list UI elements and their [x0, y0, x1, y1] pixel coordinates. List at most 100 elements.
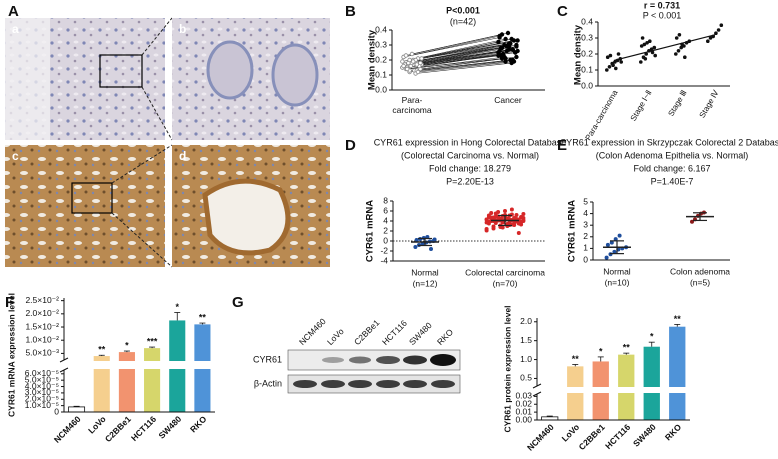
- data-point: [484, 227, 489, 231]
- data-point: [643, 57, 648, 61]
- y-tick-label: 5: [583, 196, 588, 206]
- y-tick-label: 0: [383, 235, 388, 245]
- panel-label: A: [8, 3, 19, 20]
- data-point: [497, 48, 502, 54]
- data-point: [516, 231, 521, 235]
- data-point: [644, 52, 648, 56]
- y-tick-label: 2: [383, 225, 388, 235]
- pair-line: [414, 43, 511, 62]
- data-point: [676, 49, 681, 53]
- y-tick-label: 0.03: [515, 391, 532, 401]
- blot-row-label: β-Actin: [254, 378, 282, 388]
- bar: [93, 356, 110, 412]
- data-point: [415, 69, 421, 75]
- image-sublabel: a: [12, 22, 19, 36]
- image-sublabel: b: [179, 22, 186, 36]
- data-point: [496, 53, 501, 58]
- y-axis-label: CYR61 mRNA: [567, 200, 578, 262]
- x-tick-label: C2BBe1: [577, 422, 607, 452]
- data-point: [513, 50, 518, 55]
- data-point: [505, 30, 511, 36]
- data-point: [645, 41, 649, 45]
- y-tick-label: 1.5: [520, 335, 532, 345]
- panel-label: G: [232, 294, 244, 311]
- blot-strip: [287, 349, 461, 371]
- band: [376, 380, 400, 388]
- data-point: [414, 62, 419, 67]
- data-point: [679, 45, 683, 50]
- data-point: [418, 60, 423, 66]
- y-tick-label: 5.0×10⁻³: [25, 348, 59, 358]
- annotation: P=2.20E-13: [446, 176, 494, 186]
- x-tick-label: Colon adenoma: [670, 266, 730, 276]
- zoom-box: [71, 182, 113, 214]
- y-tick-label: 0.3: [375, 39, 387, 49]
- x-tick-label: NCM460: [525, 422, 556, 453]
- data-point: [510, 47, 515, 52]
- chart-title: P<0.001: [446, 5, 480, 15]
- x-tick-label: Normal: [411, 267, 439, 277]
- gland: [206, 40, 254, 100]
- data-point: [511, 59, 517, 64]
- pair-line: [413, 46, 510, 62]
- data-point: [607, 65, 612, 69]
- data-point: [514, 54, 519, 60]
- band: [376, 356, 400, 364]
- y-tick-label: 1.0×10⁻²: [25, 334, 59, 344]
- panel-label: D: [345, 137, 356, 154]
- data-point: [512, 216, 517, 221]
- pair-line: [410, 50, 507, 67]
- y-tick-label: 0.01: [515, 406, 532, 416]
- band: [403, 380, 427, 388]
- data-point: [639, 60, 643, 64]
- y-tick-label: 1.5×10⁻²: [25, 321, 59, 331]
- data-point: [640, 36, 645, 40]
- y-tick-label: 0.0: [581, 80, 593, 90]
- zoom-line: [111, 144, 173, 184]
- y-tick-label: 1.0: [520, 354, 532, 364]
- y-tick-label: 3.0×10⁻⁵: [25, 387, 59, 397]
- blot-lane-label: NCM460: [297, 316, 328, 347]
- y-tick-label: 6: [383, 205, 388, 215]
- significance-label: **: [674, 314, 682, 324]
- lumen: [202, 178, 291, 256]
- significance-label: *: [650, 332, 654, 342]
- y-tick-label: 0: [583, 254, 588, 264]
- tissue-edge: [5, 18, 50, 140]
- pair-line: [409, 61, 506, 73]
- data-point: [414, 238, 419, 242]
- data-point: [501, 51, 506, 57]
- data-point: [507, 44, 512, 49]
- data-point: [642, 42, 647, 47]
- y-tick-label: 5.0×10⁻⁵: [25, 374, 59, 384]
- y-tick-label: 0: [54, 406, 59, 416]
- panel-label: E: [557, 137, 567, 154]
- x-tick-label: HCT116: [603, 422, 632, 451]
- data-point: [429, 247, 433, 251]
- x-tick-label: LoVo: [560, 422, 582, 444]
- y-tick-label: 0.2: [581, 48, 593, 58]
- bar: [643, 346, 660, 420]
- data-point: [484, 217, 489, 222]
- data-point: [499, 32, 505, 37]
- data-point: [716, 28, 721, 32]
- x-tick-label: Cancer: [494, 95, 522, 105]
- annotation: P=1.40E-7: [651, 176, 694, 186]
- n-label: (n=5): [690, 277, 710, 287]
- y-tick-label: 0.2: [375, 54, 387, 64]
- data-point: [683, 55, 687, 59]
- y-tick-label: 0.5: [520, 373, 532, 383]
- data-point: [653, 53, 657, 58]
- y-tick-label: 2.0×10⁻²: [25, 308, 59, 318]
- pair-line: [421, 40, 518, 59]
- n-label: (n=12): [413, 278, 438, 288]
- pair-line: [408, 56, 505, 70]
- band: [349, 356, 371, 364]
- blot-lane-label: HCT116: [380, 318, 409, 347]
- data-point: [411, 59, 416, 64]
- band: [403, 355, 427, 365]
- x-tick-label: HCT116: [129, 414, 158, 443]
- x-tick-label: Stage Ⅰ~Ⅱ: [629, 89, 654, 123]
